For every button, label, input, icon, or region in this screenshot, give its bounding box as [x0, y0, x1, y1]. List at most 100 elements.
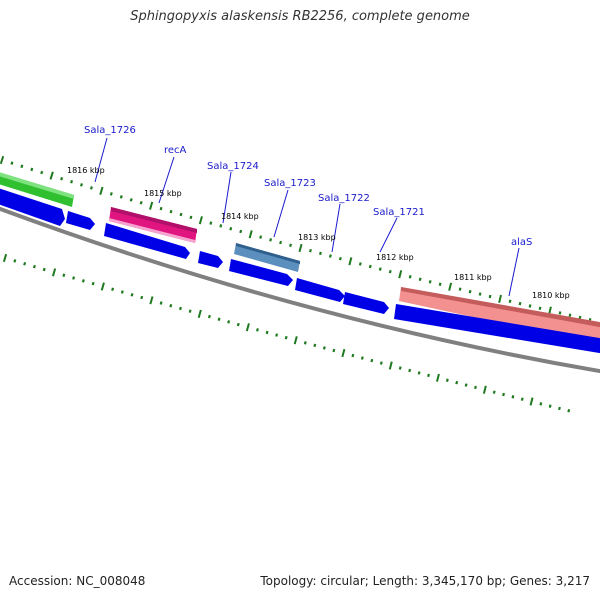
genome-backbone — [0, 206, 600, 374]
inner-tick — [100, 282, 105, 291]
outer-tick — [488, 294, 492, 299]
outer-tick — [578, 315, 582, 320]
outer-tick — [518, 301, 522, 306]
gene-label-alas[interactable]: alaS — [511, 237, 532, 248]
gene-label-sala-1724[interactable]: Sala_1724 — [207, 161, 259, 172]
outer-tick — [159, 206, 163, 211]
inner-tick — [13, 259, 17, 263]
outer-tick — [328, 254, 332, 258]
inner-tick — [492, 390, 496, 394]
outer-tick — [378, 267, 382, 271]
gene-label-sala-1721[interactable]: Sala_1721 — [373, 207, 425, 218]
outer-tick — [149, 201, 154, 210]
inner-tick — [417, 371, 421, 375]
gene-arrows — [0, 187, 600, 354]
inner-tick — [51, 268, 57, 277]
outer-tick — [169, 209, 173, 214]
kbp-label: 1816 kbp — [67, 166, 105, 175]
annotation-bar-sala-1723[interactable] — [234, 243, 300, 272]
outer-tick — [348, 257, 353, 266]
outer-tick — [568, 313, 572, 317]
inner-tick — [558, 406, 561, 411]
inner-tick — [265, 330, 269, 335]
annotation-bar-sala-1726[interactable] — [0, 171, 74, 207]
inner-tick — [341, 348, 346, 358]
inner-tick — [548, 404, 552, 408]
outer-tick — [80, 183, 83, 187]
inner-tick — [539, 402, 543, 406]
outer-tick — [40, 170, 44, 175]
gene-arrow-2[interactable] — [66, 211, 95, 230]
inner-tick — [388, 361, 393, 370]
gene-label-sala-1726[interactable]: Sala_1726 — [84, 125, 136, 136]
inner-tick — [474, 385, 477, 390]
outer-tick — [0, 155, 5, 165]
annotation-bar-reca[interactable] — [109, 207, 197, 243]
outer-tick — [10, 161, 14, 165]
gene-arrow-8[interactable] — [394, 304, 600, 354]
gene-arrow-4[interactable] — [198, 251, 223, 268]
inner-tick — [140, 295, 144, 300]
kbp-label: 1811 kbp — [454, 273, 492, 282]
kbp-label: 1815 kbp — [144, 189, 182, 198]
outer-tick — [49, 171, 54, 180]
map-title: Sphingopyxis alaskensis RB2256, complete… — [130, 9, 470, 24]
outer-tick — [269, 238, 273, 242]
inner-tick — [427, 373, 430, 378]
kbp-label: 1813 kbp — [298, 233, 336, 242]
inner-tick — [284, 335, 288, 340]
outer-tick — [20, 164, 24, 169]
outer-tick — [109, 192, 113, 196]
gene-arrow-6[interactable] — [295, 278, 345, 302]
inner-tick — [293, 336, 298, 345]
inner-tick — [91, 281, 95, 286]
inner-tick — [72, 276, 76, 280]
outer-tick — [89, 186, 93, 190]
outer-tick — [279, 240, 283, 245]
inner-tick — [2, 253, 8, 263]
inner-tick — [502, 392, 505, 397]
outer-tick — [508, 299, 512, 303]
inner-tick — [379, 361, 383, 365]
inner-tick — [313, 343, 317, 348]
gene-label-reca[interactable]: recA — [164, 145, 187, 156]
outer-tick — [99, 186, 104, 196]
outer-tick — [338, 256, 342, 261]
outer-tick — [239, 229, 243, 234]
inner-tick — [169, 304, 173, 308]
inner-tick — [455, 380, 459, 385]
gene-arrow-5[interactable] — [229, 259, 293, 286]
gene-labels: Sala_1726 recA Sala_1724 Sala_1723 Sala_… — [84, 125, 532, 248]
inner-tick — [360, 356, 364, 360]
inner-tick — [567, 409, 571, 413]
gene-label-sala-1723[interactable]: Sala_1723 — [264, 178, 316, 189]
inner-tick — [42, 267, 46, 272]
outer-tick — [408, 275, 412, 279]
gene-arrow-3[interactable] — [104, 223, 190, 259]
outer-tick — [368, 264, 372, 269]
gene-arrow-1[interactable] — [0, 187, 65, 226]
inner-tick — [464, 383, 468, 387]
gene-label-sala-1722[interactable]: Sala_1722 — [318, 193, 370, 204]
inner-tick — [445, 378, 449, 382]
inner-tick — [81, 279, 85, 283]
outer-tick — [289, 243, 292, 248]
outer-tick — [558, 311, 562, 315]
inner-tick — [322, 346, 326, 350]
outer-tick — [398, 270, 403, 279]
outer-tick — [309, 248, 312, 253]
outer-tick — [498, 294, 502, 304]
inner-tick — [149, 296, 154, 305]
outer-tick — [428, 280, 432, 284]
outer-tick — [528, 304, 532, 308]
inner-tick — [227, 320, 231, 324]
outer-tick — [318, 251, 322, 256]
inner-tick — [188, 309, 192, 313]
inner-tick — [370, 358, 374, 363]
outer-tick — [30, 167, 34, 172]
gene-arrow-7[interactable] — [343, 292, 389, 314]
accession-text: Accession: NC_008048 — [9, 574, 146, 588]
inner-tick — [529, 397, 534, 406]
kbp-labels: 1816 kbp 1815 kbp 1814 kbp 1813 kbp 1812… — [67, 166, 570, 300]
